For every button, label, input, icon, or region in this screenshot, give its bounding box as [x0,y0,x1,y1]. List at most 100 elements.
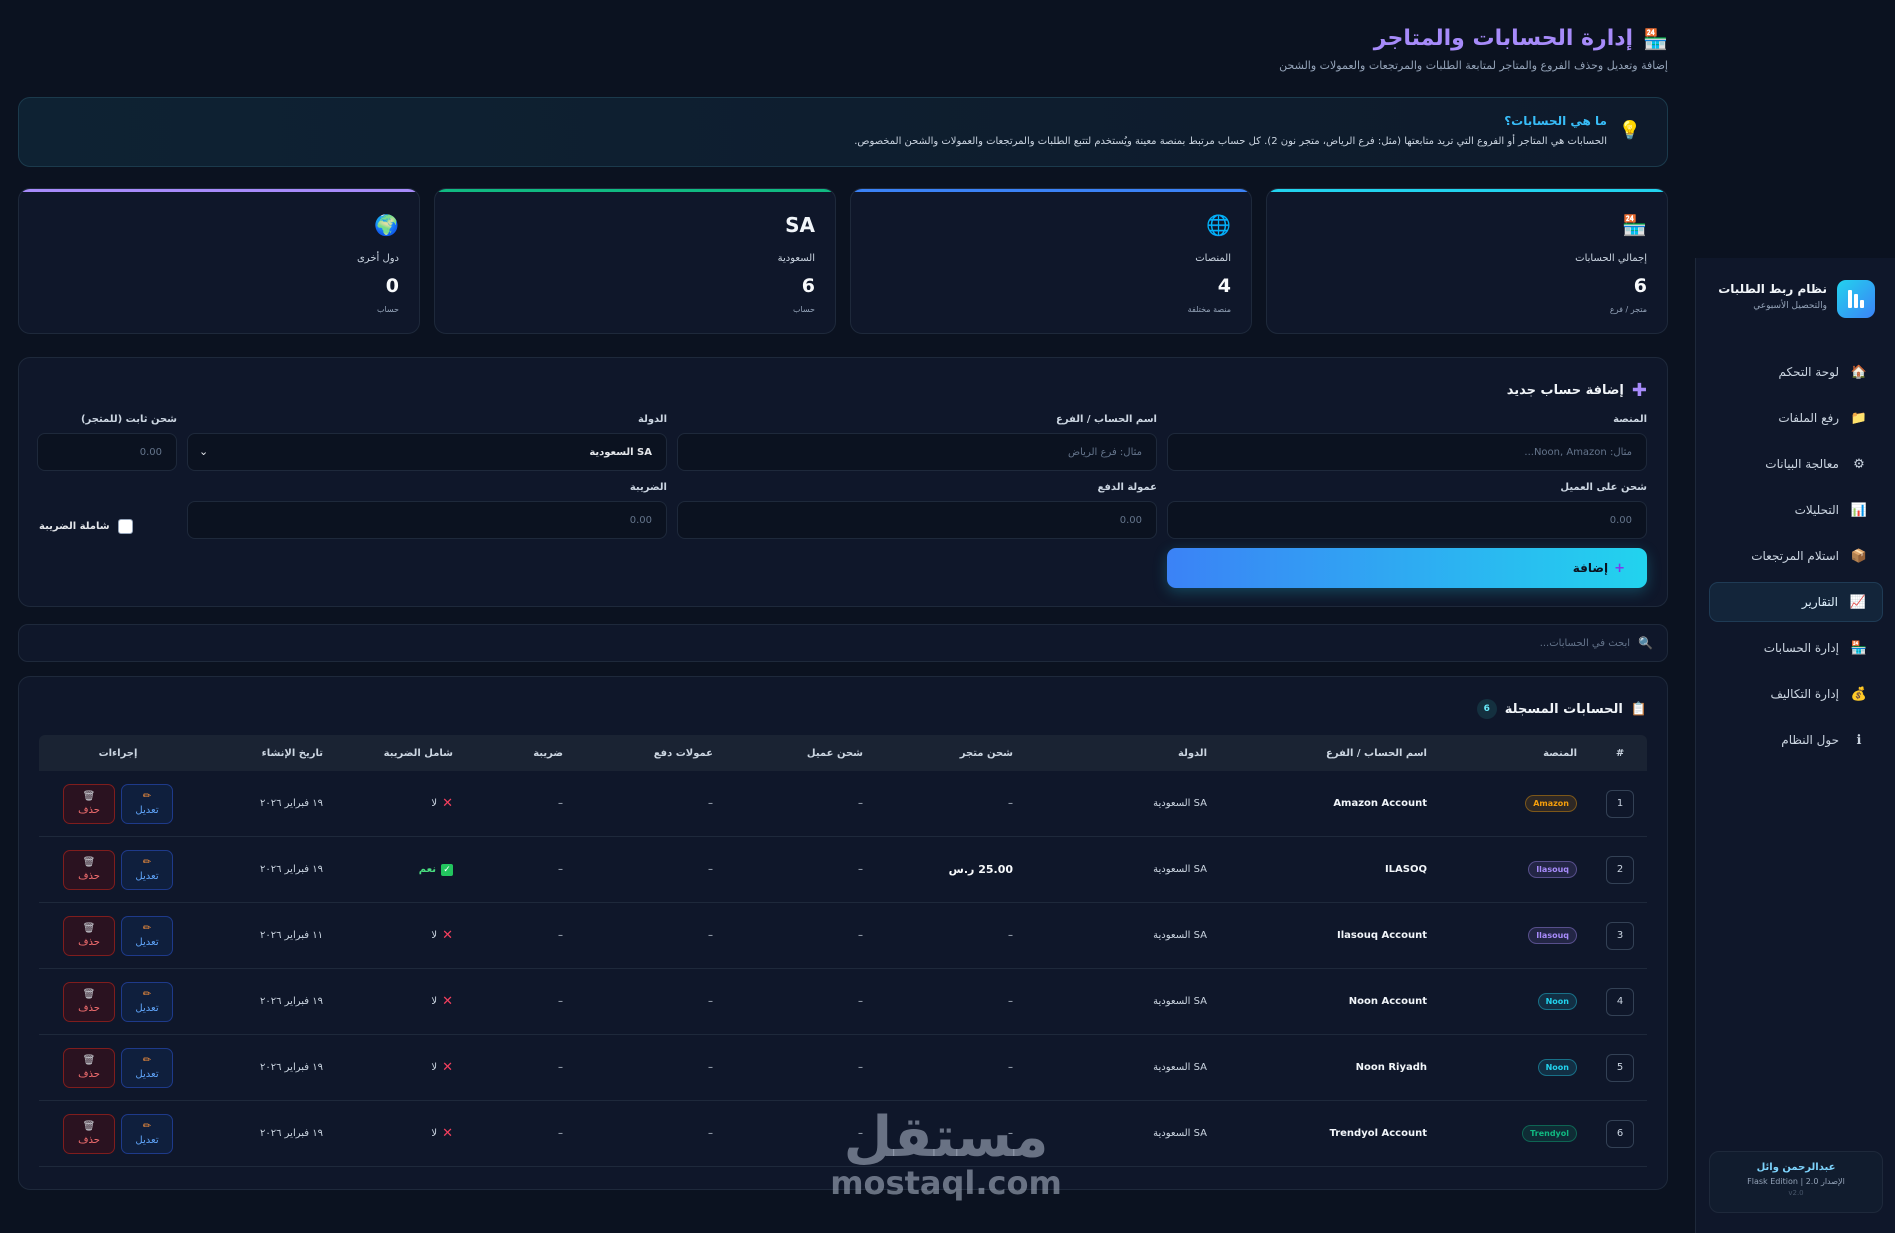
stat-caption: حساب [792,305,815,314]
edit-button[interactable]: ✏ تعديل [121,1113,173,1154]
commission-input[interactable] [677,501,1157,539]
cell-commission: – [563,837,713,902]
mostaql-watermark: مستقل mostaql.com [826,1110,1066,1201]
sidebar-item-8[interactable]: ℹ حول النظام [1709,720,1883,760]
customer-shipping-input[interactable] [1167,501,1647,539]
cell-num: 5 [1605,1035,1635,1100]
edit-button[interactable]: ✏ تعديل [121,849,173,890]
stat-accent-bar [435,189,835,192]
stat-label: دول أخرى [356,253,399,264]
row-number: 6 [1606,1119,1634,1148]
pencil-icon: ✏ [142,1055,152,1066]
account-name: Noon Riyadh [1355,1062,1427,1073]
sidebar-item-1[interactable]: 📁 رفع الملفات [1709,398,1883,438]
th-commission[interactable]: عمولات دفع [653,747,713,759]
checkbox-box[interactable] [117,519,133,534]
action-buttons: ✏ تعديل 🗑 حذف [63,849,173,890]
sidebar-item-6[interactable]: 🏪 إدارة الحسابات [1709,628,1883,668]
delete-button[interactable]: 🗑 حذف [63,1047,115,1088]
account-name-input[interactable] [677,433,1157,471]
th-created[interactable]: تاريخ الإنشاء [261,747,323,759]
th-tax-inclusive[interactable]: شامل الضريبة [383,747,453,759]
commission-value: – [708,864,713,875]
cell-tax: – [453,1101,563,1166]
tax-inclusive-value: لا [431,996,438,1007]
store-shipping-value: 25.00 ر.س [948,863,1013,876]
table-body: 1 Amazon Amazon Account SA السعودية – – – – ✕ لا ١… [39,771,1647,1167]
th-platform[interactable]: المنصة [1543,747,1577,759]
delete-button[interactable]: 🗑 حذف [63,849,115,890]
sidebar-item-0[interactable]: 🏠 لوحة التحكم [1709,352,1883,392]
store-icon: 🏪 [1850,640,1867,656]
platform-badge: Noon [1537,1059,1577,1076]
edit-button[interactable]: ✏ تعديل [121,981,173,1022]
account-name: Ilasouq Account [1337,930,1427,941]
sidebar: نظام ربط الطلبات والتحصيل الأسبوعي 🏠 لوحة… [1695,258,1895,1233]
th-customer-shipping[interactable]: شحن عميل [806,747,863,759]
tax-value: – [558,996,563,1007]
platform-input[interactable] [1167,433,1647,471]
pencil-icon: ✏ [142,791,152,802]
cell-actions: ✏ تعديل 🗑 حذف [43,969,193,1034]
store-shipping-input[interactable] [37,433,177,471]
th-store-shipping[interactable]: شحن متجر [959,747,1013,759]
tax-value: – [558,864,563,875]
user-name: عبدالرحمن وائل [1756,1162,1836,1173]
th-name[interactable]: اسم الحساب / الفرع [1325,747,1427,759]
sidebar-item-4[interactable]: 📦 استلام المرتجعات [1709,536,1883,576]
cell-actions: ✏ تعديل 🗑 حذف [43,837,193,902]
cell-platform: Ilasouq [1457,903,1577,968]
delete-label: حذف [78,1003,100,1014]
cell-tax: – [453,969,563,1034]
tax-input[interactable] [187,501,667,539]
cell-created: ١٩ فبراير ٢٠٢٦ [193,771,323,836]
delete-button[interactable]: 🗑 حذف [63,915,115,956]
sidebar-item-label: استلام المرتجعات [1751,549,1839,563]
sidebar-item-3[interactable]: 📊 التحليلات [1709,490,1883,530]
form-title-text: إضافة حساب جديد [1506,383,1624,398]
tax-value: – [558,930,563,941]
tax-value: – [558,798,563,809]
page-subtitle: إضافة وتعديل وحذف الفروع والمتاجر لمتابع… [1279,59,1668,72]
stat-accent-bar [851,189,1251,192]
sidebar-item-7[interactable]: 💰 إدارة التكاليف [1709,674,1883,714]
row-number: 1 [1606,789,1634,818]
created-date: ١٩ فبراير ٢٠٢٦ [260,996,323,1007]
tax-inclusive-checkbox[interactable]: شاملة الضريبة [39,519,133,534]
add-button[interactable]: + إضافة [1167,548,1647,588]
pencil-icon: ✏ [142,923,152,934]
edit-button[interactable]: ✏ تعديل [121,915,173,956]
cell-tax-inclusive: ✕ لا [323,1101,453,1166]
info-box: 💡 ما هي الحسابات؟ الحسابات هي المتاجر أو… [18,97,1668,167]
stat-caption: منصة مختلفة [1187,305,1231,314]
cell-country: SA السعودية [1007,1101,1207,1166]
cell-store-shipping: – [853,771,1013,836]
delete-button[interactable]: 🗑 حذف [63,1113,115,1154]
row-number: 3 [1606,921,1634,950]
chevron-down-icon: ⌄ [199,445,209,458]
platform-label: المنصة [1613,414,1647,425]
edit-label: تعديل [135,937,159,948]
delete-button[interactable]: 🗑 حذف [63,981,115,1022]
edit-button[interactable]: ✏ تعديل [121,783,173,824]
th-tax[interactable]: ضريبة [533,747,563,759]
country-select[interactable]: SA السعودية [187,433,667,471]
stats-row: 🏪 إجمالي الحسابات 6 متجر / فرع 🌐 المنصات 4 منصة… [18,188,1668,334]
edit-button[interactable]: ✏ تعديل [121,1047,173,1088]
trash-icon: 🗑 [82,923,96,934]
tax-inclusive-label: شاملة الضريبة [39,521,110,532]
search-input[interactable] [1230,637,1631,649]
cell-tax: – [453,1035,563,1100]
tax-inclusive-value: نعم [418,864,436,875]
sidebar-item-5[interactable]: 📈 التقارير [1709,582,1883,622]
delete-button[interactable]: 🗑 حذف [63,783,115,824]
th-country[interactable]: الدولة [1178,747,1207,759]
sidebar-item-2[interactable]: ⚙ معالجة البيانات [1709,444,1883,484]
store-shipping-value: – [1008,1128,1013,1139]
created-date: ١٩ فبراير ٢٠٢٦ [260,1128,323,1139]
edit-label: تعديل [135,1069,159,1080]
table-row: 5 Noon Noon Riyadh SA السعودية – – – – ✕ لا ١٩ فبر… [39,1035,1647,1101]
x-icon: ✕ [442,994,453,1009]
country-field: الدولة SA السعودية ⌄ [187,414,667,471]
platform-badge: Noon [1537,993,1577,1010]
